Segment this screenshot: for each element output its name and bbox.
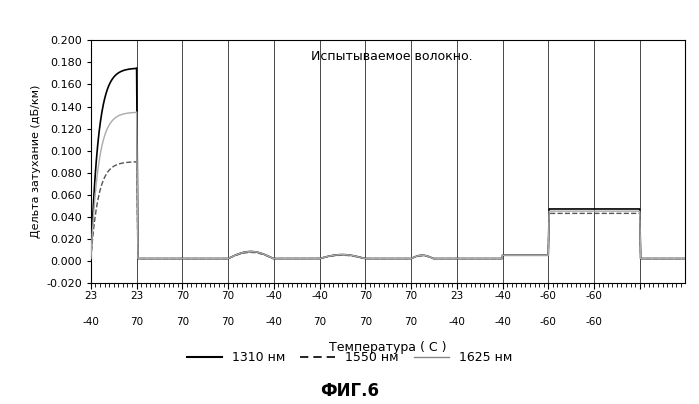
Text: -60: -60 bbox=[586, 317, 603, 327]
Text: -60: -60 bbox=[540, 317, 556, 327]
Text: 70: 70 bbox=[405, 317, 417, 327]
Text: ФИГ.6: ФИГ.6 bbox=[320, 382, 379, 400]
Text: 70: 70 bbox=[222, 317, 235, 327]
Legend: 1310 нм, 1550 нм, 1625 нм: 1310 нм, 1550 нм, 1625 нм bbox=[182, 347, 517, 370]
Text: -40: -40 bbox=[266, 317, 282, 327]
Text: Испытываемое волокно.: Испытываемое волокно. bbox=[311, 50, 473, 63]
Text: 70: 70 bbox=[359, 317, 372, 327]
Text: Температура ( С ): Температура ( С ) bbox=[329, 341, 447, 354]
Text: 70: 70 bbox=[175, 317, 189, 327]
Text: -40: -40 bbox=[82, 317, 99, 327]
Text: 70: 70 bbox=[313, 317, 326, 327]
Text: 70: 70 bbox=[130, 317, 143, 327]
Y-axis label: Дельта затухание (дБ/км): Дельта затухание (дБ/км) bbox=[31, 85, 41, 238]
Text: -40: -40 bbox=[494, 317, 511, 327]
Text: -40: -40 bbox=[448, 317, 466, 327]
